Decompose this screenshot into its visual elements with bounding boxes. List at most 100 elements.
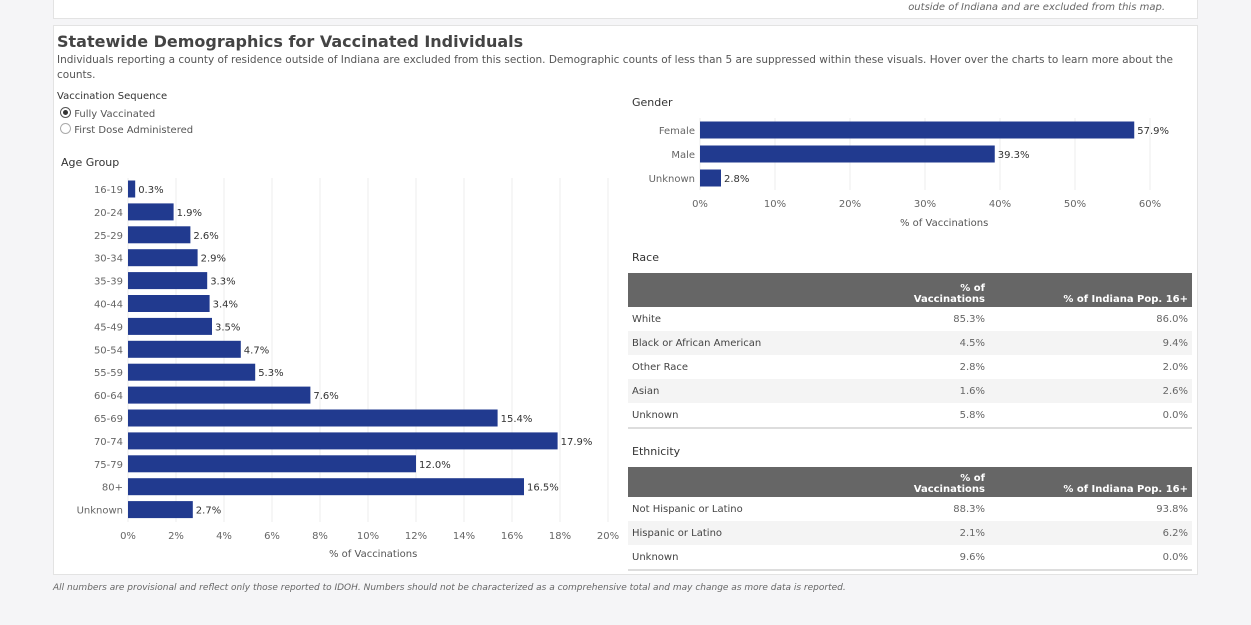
category-cell: Other Race — [632, 361, 689, 373]
category-label: 45-49 — [94, 322, 123, 333]
radio-first-dose[interactable]: First Dose Administered — [60, 123, 193, 136]
bar-unknown[interactable] — [128, 501, 193, 519]
category-label: 50-54 — [94, 345, 123, 356]
column-header: % of Indiana Pop. 16+ — [989, 273, 1192, 307]
category-cell: Hispanic or Latino — [628, 521, 886, 545]
value-cell: 1.6% — [886, 379, 989, 403]
value-label: 17.9% — [561, 437, 593, 448]
race-title: Race — [632, 251, 659, 264]
category-cell: Black or African American — [628, 331, 886, 355]
bar-65-69[interactable] — [128, 409, 498, 427]
top-card: outside of Indiana and are excluded from… — [53, 0, 1198, 19]
category-label: 40-44 — [94, 300, 123, 311]
table-row: Hispanic or Latino 2.1% 6.2% — [628, 521, 1192, 545]
x-tick-label: 8% — [312, 531, 328, 542]
bar-unknown[interactable] — [700, 169, 721, 187]
x-tick-label: 4% — [216, 531, 232, 542]
section-title: Statewide Demographics for Vaccinated In… — [57, 32, 524, 51]
value-label: 4.7% — [244, 345, 269, 356]
category-cell: Unknown — [632, 551, 679, 563]
ethnicity-table: % of Vaccinations% of Indiana Pop. 16+ No… — [628, 467, 1192, 571]
age-xlabel: % of Vaccinations — [329, 549, 418, 560]
header-row: % of Vaccinations% of Indiana Pop. 16+ — [628, 467, 1192, 497]
gender-chart[interactable]: 0% 10% 20% 30% 40% 50% 60% Female 57.9% Male 39.3%… — [600, 100, 1200, 220]
category-label: 30-34 — [94, 254, 123, 265]
value-cell: 9.4% — [989, 331, 1192, 355]
table-row: Black or African American 4.5% 9.4% — [628, 331, 1192, 355]
value-cell: 2.1% — [886, 521, 989, 545]
bar-female[interactable] — [700, 121, 1135, 139]
value-label: 2.8% — [724, 174, 749, 185]
category-label: Unknown — [649, 174, 695, 185]
bar-80+[interactable] — [128, 478, 524, 496]
radio-selected-icon[interactable] — [60, 107, 71, 118]
x-tick-label: 10% — [357, 531, 379, 542]
category-label: 20-24 — [94, 208, 123, 219]
bar-60-64[interactable] — [128, 386, 311, 404]
x-tick-label: 14% — [453, 531, 475, 542]
category-label: Female — [659, 126, 695, 137]
radio-label: Fully Vaccinated — [74, 109, 156, 120]
bar-55-59[interactable] — [128, 363, 256, 381]
bar-35-39[interactable] — [128, 272, 208, 290]
x-tick-label: 30% — [914, 199, 936, 210]
x-tick-label: 6% — [264, 531, 280, 542]
race-table: % of Vaccinations% of Indiana Pop. 16+ Wh… — [628, 273, 1192, 429]
category-cell: White — [632, 313, 662, 325]
category-label: 60-64 — [94, 391, 123, 402]
category-label: Unknown — [77, 506, 123, 517]
column-header — [628, 467, 886, 497]
bar-45-49[interactable] — [128, 317, 212, 335]
category-label: 35-39 — [94, 277, 123, 288]
value-label: 0.3% — [138, 185, 163, 196]
footer-note: All numbers are provisional and reflect … — [53, 583, 846, 593]
value-cell: 2.6% — [989, 379, 1192, 403]
value-label: 2.9% — [201, 254, 226, 265]
category-label: 55-59 — [94, 368, 123, 379]
x-tick-label: 40% — [989, 199, 1011, 210]
bar-16-19[interactable] — [128, 180, 136, 198]
age-group-chart[interactable]: 0% 2% 4% 6% 8% 10% 12% 14% 16% 18% 20% 16-19 0.3% 20-… — [0, 0, 640, 570]
value-cell: 88.3% — [953, 503, 985, 515]
table-row: Unknown 5.8% 0.0% — [628, 403, 1192, 428]
column-header: % of Vaccinations — [886, 467, 989, 497]
bar-70-74[interactable] — [128, 432, 558, 450]
bar-50-54[interactable] — [128, 340, 241, 358]
gender-xlabel: % of Vaccinations — [900, 218, 989, 229]
column-header: % of Indiana Pop. 16+ — [989, 467, 1192, 497]
bar-male[interactable] — [700, 145, 995, 163]
category-cell: Asian — [628, 379, 886, 403]
column-header — [628, 273, 886, 307]
bar-25-29[interactable] — [128, 226, 191, 244]
radio-unselected-icon[interactable] — [60, 123, 71, 134]
x-tick-label: 12% — [405, 531, 427, 542]
x-tick-label: 0% — [120, 531, 136, 542]
x-tick-label: 60% — [1139, 199, 1161, 210]
table-row: White 85.3% 86.0% — [628, 307, 1192, 331]
value-label: 2.6% — [193, 231, 218, 242]
value-cell: 5.8% — [959, 409, 985, 421]
value-cell: 0.0% — [1162, 409, 1188, 421]
radio-fully-vaccinated[interactable]: Fully Vaccinated — [60, 107, 155, 120]
table-row: Asian 1.6% 2.6% — [628, 379, 1192, 403]
value-cell: 0.0% — [1162, 551, 1188, 563]
ethnicity-title: Ethnicity — [632, 445, 681, 458]
column-header: % of Vaccinations — [886, 273, 989, 307]
value-cell: 6.2% — [989, 521, 1192, 545]
bar-40-44[interactable] — [128, 295, 210, 312]
bar-30-34[interactable] — [128, 249, 198, 267]
gender-chart-title: Gender — [632, 96, 673, 109]
x-tick-label: 2% — [168, 531, 184, 542]
value-label: 3.4% — [213, 300, 238, 311]
bar-75-79[interactable] — [128, 455, 416, 473]
category-label: 80+ — [102, 483, 123, 494]
category-cell: Unknown — [632, 409, 679, 421]
value-cell: 93.8% — [1156, 503, 1188, 515]
x-tick-label: 50% — [1064, 199, 1086, 210]
x-tick-label: 10% — [764, 199, 786, 210]
value-cell: 4.5% — [886, 331, 989, 355]
bar-20-24[interactable] — [128, 203, 174, 221]
table-row: Unknown 9.6% 0.0% — [628, 545, 1192, 570]
value-cell: 85.3% — [953, 313, 985, 325]
x-tick-label: 16% — [501, 531, 523, 542]
